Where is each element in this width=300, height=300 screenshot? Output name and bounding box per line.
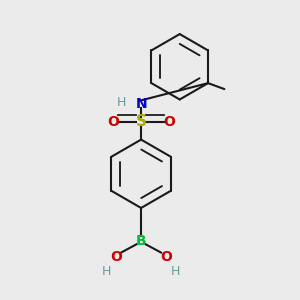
Text: H: H <box>171 266 180 278</box>
Text: O: O <box>164 115 175 129</box>
Text: N: N <box>135 97 147 111</box>
Text: B: B <box>136 234 146 248</box>
Text: O: O <box>107 115 119 129</box>
Text: H: H <box>102 266 112 278</box>
Text: O: O <box>110 250 122 264</box>
Text: S: S <box>136 114 147 129</box>
Text: H: H <box>117 96 127 109</box>
Text: O: O <box>160 250 172 264</box>
